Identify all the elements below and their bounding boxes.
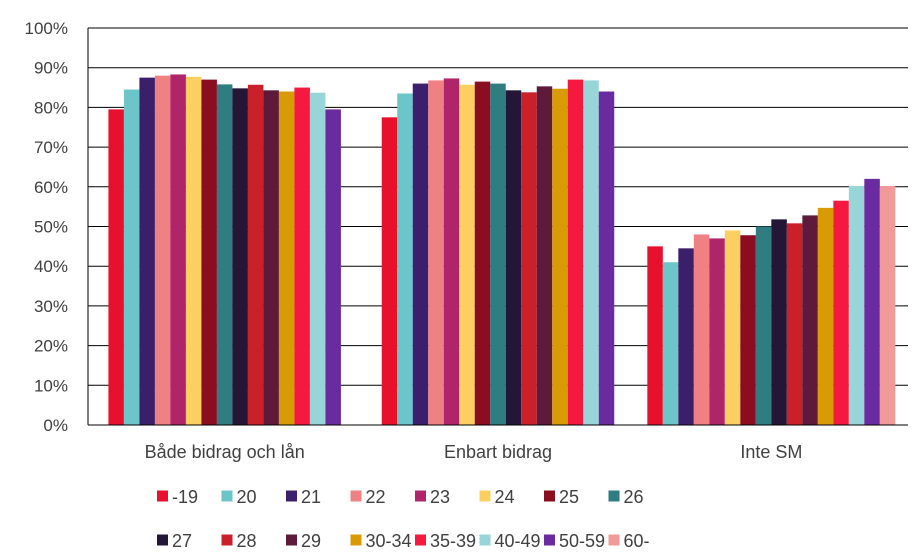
- legend-label: 26: [624, 487, 644, 507]
- legend-swatch: [157, 534, 168, 546]
- bar: [864, 178, 880, 425]
- x-axis: [87, 28, 908, 426]
- legend-label: 23: [430, 487, 450, 507]
- bar: [474, 81, 491, 425]
- legend-swatch: [544, 534, 555, 546]
- bar: [662, 262, 679, 425]
- legend-swatch: [479, 490, 491, 502]
- bar: [879, 186, 896, 425]
- bars: [108, 74, 896, 426]
- y-tick-label: 50%: [34, 218, 68, 237]
- bar: [459, 84, 475, 426]
- bar: [170, 74, 186, 425]
- bar: [771, 219, 787, 425]
- legend-swatch: [221, 534, 233, 546]
- bar: [552, 88, 568, 425]
- bar: [598, 91, 615, 426]
- bar: [412, 83, 429, 425]
- y-tick-label: 10%: [34, 376, 68, 395]
- bar: [397, 93, 413, 425]
- bar: [443, 78, 460, 425]
- legend-label: -19: [172, 487, 198, 507]
- bar: [678, 248, 694, 425]
- bar: [647, 246, 663, 425]
- bar: [740, 235, 756, 425]
- y-tick-label: 0%: [43, 416, 68, 435]
- legend-swatch: [415, 534, 426, 546]
- bar: [786, 223, 803, 425]
- bar: [817, 207, 834, 425]
- legend-label: 20: [237, 487, 257, 507]
- bar: [139, 77, 155, 425]
- legend-label: 29: [301, 531, 321, 550]
- legend-swatch: [286, 534, 297, 546]
- y-tick-label: 90%: [34, 59, 68, 78]
- bar: [381, 117, 398, 425]
- bar: [278, 91, 295, 426]
- y-tick-label: 70%: [34, 138, 68, 157]
- legend-label: 25: [559, 487, 579, 507]
- bar: [490, 83, 506, 425]
- bar: [833, 200, 849, 425]
- y-tick-label: 100%: [25, 19, 68, 38]
- bar: [216, 84, 233, 426]
- legend-swatch: [286, 490, 297, 502]
- y-tick-label: 40%: [34, 257, 68, 276]
- legend-swatch: [221, 490, 233, 502]
- bar: [309, 92, 326, 425]
- legend-label: 24: [495, 487, 515, 507]
- bar: [802, 215, 818, 425]
- legend-label: 28: [237, 531, 257, 550]
- bar: [123, 89, 140, 425]
- legend-label: 35-39: [430, 531, 476, 550]
- legend-swatch: [608, 490, 620, 502]
- legend-swatch: [544, 490, 555, 502]
- x-tick-label: Både bidrag och lån: [145, 442, 305, 462]
- bar: [724, 230, 741, 425]
- legend-label: 30-34: [366, 531, 412, 550]
- legend-swatch: [608, 534, 620, 546]
- bar: [755, 226, 772, 425]
- legend-swatch: [479, 534, 491, 546]
- bar: [583, 80, 599, 426]
- y-axis-ticks: 0% 10% 20% 30% 40% 50% 60% 70% 80% 90% 100%: [25, 19, 68, 435]
- y-tick-label: 30%: [34, 297, 68, 316]
- bar: [709, 238, 725, 425]
- bar: [505, 90, 522, 425]
- x-tick-label: Enbart bidrag: [444, 442, 552, 462]
- legend-label: 40-49: [495, 531, 541, 550]
- bar: [185, 76, 202, 426]
- bar: [521, 92, 537, 426]
- legend-label: 50-59: [559, 531, 605, 550]
- y-tick-label: 60%: [34, 178, 68, 197]
- legend-label: 27: [172, 531, 192, 550]
- bar: [247, 84, 264, 426]
- bar: [263, 90, 279, 425]
- legend-label: 22: [366, 487, 386, 507]
- x-axis-labels: Både bidrag och lån Enbart bidrag Inte SM: [145, 442, 803, 462]
- legend-label: 60-: [624, 531, 650, 550]
- bar: [201, 79, 217, 426]
- x-tick-label: Inte SM: [740, 442, 802, 462]
- legend-swatch: [157, 490, 168, 502]
- y-tick-label: 80%: [34, 98, 68, 117]
- legend-swatch: [350, 534, 362, 546]
- bar: [325, 109, 341, 425]
- y-tick-label: 20%: [34, 337, 68, 356]
- legend-label: 21: [301, 487, 321, 507]
- bar: [848, 186, 865, 425]
- bar: [567, 79, 584, 426]
- legend: -19 20 21 22 23 24 25 26 27 28 29 30-34 35-39 40-49 50…: [157, 487, 650, 551]
- bar: [536, 86, 553, 425]
- legend-swatch: [350, 490, 362, 502]
- bar: [108, 109, 124, 425]
- bar: [693, 234, 710, 425]
- bar: [154, 75, 171, 425]
- bar: [428, 80, 444, 426]
- bar: [294, 87, 310, 426]
- bar: [232, 88, 248, 426]
- legend-swatch: [415, 490, 426, 502]
